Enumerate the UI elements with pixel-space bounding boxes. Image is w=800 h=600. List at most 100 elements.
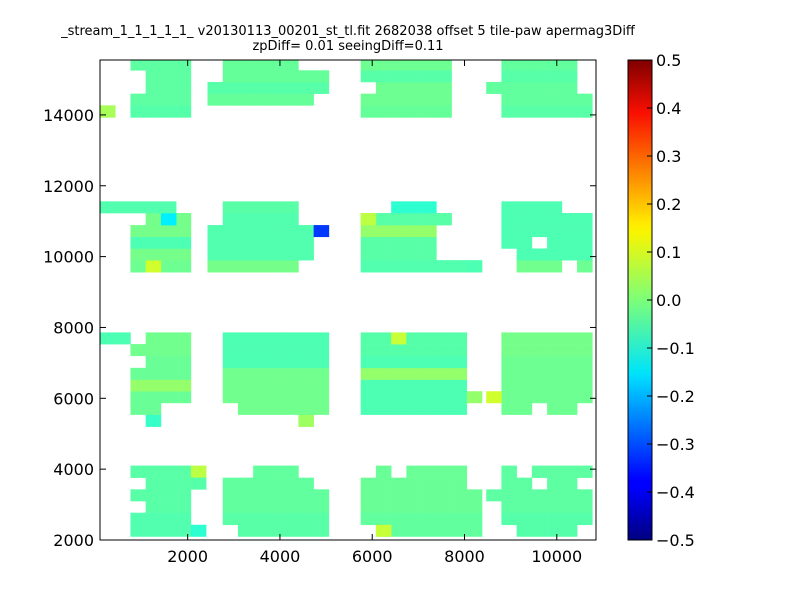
heatmap-cell — [562, 512, 578, 514]
heatmap-cell — [406, 213, 422, 214]
heatmap-cell — [547, 260, 563, 261]
heatmap-cell — [160, 344, 177, 357]
heatmap-cell — [421, 465, 438, 467]
heatmap-cell — [421, 344, 438, 357]
heatmap-cell — [298, 248, 314, 261]
colorbar-tick-label: −0.5 — [656, 531, 695, 550]
heatmap-cell — [421, 248, 437, 261]
colorbar-tick-label: −0.3 — [656, 435, 695, 454]
heatmap-cell — [283, 260, 299, 273]
heatmap-cell — [222, 225, 239, 238]
heatmap-cell — [501, 512, 517, 514]
heatmap-cell — [406, 391, 422, 404]
heatmap-cell — [577, 512, 593, 514]
heatmap-cell — [268, 367, 284, 380]
heatmap-cell — [501, 213, 517, 214]
heatmap-cell — [253, 213, 269, 226]
heatmap-cell — [253, 513, 269, 526]
chart-title-line-1: _stream_1_1_1_1_1_ v20130113_00201_st_tl… — [61, 24, 635, 39]
heatmap-cell — [391, 356, 407, 369]
heatmap-cell — [360, 477, 377, 490]
heatmap-cell — [547, 513, 563, 526]
heatmap-cell — [298, 367, 315, 380]
heatmap-cell — [253, 501, 269, 514]
heatmap-cell — [145, 501, 162, 514]
heatmap-cell — [375, 367, 392, 380]
heatmap-cell — [501, 70, 517, 83]
heatmap-cell — [176, 332, 192, 345]
heatmap-cell — [421, 236, 437, 249]
heatmap-cell — [145, 414, 162, 427]
heatmap-cell — [360, 213, 377, 214]
heatmap-cell — [268, 332, 284, 345]
heatmap-cell — [577, 513, 593, 526]
heatmap-cell — [577, 260, 593, 273]
heatmap-cell — [222, 332, 239, 345]
heatmap-cell — [222, 356, 239, 369]
heatmap-cell — [531, 524, 548, 537]
heatmap-cell — [268, 513, 284, 526]
heatmap-cell — [436, 93, 452, 106]
heatmap-cell — [501, 81, 517, 94]
heatmap-cell — [531, 81, 548, 94]
heatmap-cell — [222, 391, 239, 404]
heatmap-cell — [577, 93, 593, 106]
heatmap-cell — [298, 93, 314, 106]
heatmap-cell — [283, 236, 300, 249]
heatmap-cell — [237, 260, 254, 273]
heatmap-cell — [562, 477, 578, 490]
heatmap-cell — [176, 105, 192, 106]
heatmap-cell — [268, 93, 284, 106]
heatmap-cell — [531, 344, 548, 357]
heatmap-cell — [253, 225, 269, 238]
heatmap-cell — [516, 260, 533, 273]
heatmap-cell — [222, 489, 239, 502]
heatmap-cell — [268, 465, 284, 478]
heatmap-cell — [547, 213, 563, 226]
heatmap-cell — [391, 105, 407, 106]
heatmap-cell — [406, 332, 422, 345]
heatmap-cell — [207, 81, 224, 94]
heatmap-cell — [531, 465, 548, 467]
heatmap-cell — [160, 489, 177, 502]
heatmap-cell — [298, 379, 315, 392]
heatmap-cell — [436, 213, 452, 226]
heatmap-cell — [145, 81, 162, 94]
heatmap-cell — [130, 465, 146, 478]
heatmap-cell — [501, 332, 517, 345]
heatmap-cell — [253, 465, 269, 478]
heatmap-cell — [130, 465, 146, 467]
heatmap-cell — [406, 402, 422, 415]
heatmap-cell — [375, 355, 392, 357]
heatmap-cell — [375, 260, 392, 261]
heatmap-cell — [436, 260, 453, 261]
heatmap-cell — [145, 344, 162, 357]
heatmap-cell — [298, 512, 315, 514]
heatmap-cell — [360, 236, 377, 249]
heatmap-cell — [283, 402, 300, 415]
heatmap-cell — [531, 225, 548, 238]
heatmap-cell — [562, 236, 578, 249]
heatmap-cell — [547, 524, 563, 537]
heatmap-cell — [268, 524, 284, 537]
heatmap-cell — [516, 201, 533, 214]
heatmap-cell — [562, 332, 578, 345]
heatmap-cell — [436, 513, 453, 526]
heatmap-cell — [100, 201, 116, 214]
heatmap-cell — [145, 93, 162, 106]
heatmap-cell — [160, 332, 177, 345]
heatmap-cell — [391, 489, 407, 502]
heatmap-cell — [237, 379, 254, 392]
heatmap-cell — [115, 201, 131, 214]
heatmap-cell — [100, 332, 116, 345]
heatmap-cell — [283, 93, 300, 106]
heatmap-cell — [176, 524, 192, 537]
heatmap-cell — [115, 332, 131, 345]
heatmap-cell — [516, 367, 533, 380]
heatmap-cell — [360, 402, 377, 415]
heatmap-cell — [283, 344, 300, 357]
colorbar-tick-label: 0.0 — [656, 291, 681, 310]
heatmap-cell — [130, 367, 146, 380]
heatmap-cell — [421, 501, 438, 514]
heatmap-cell — [436, 105, 452, 106]
